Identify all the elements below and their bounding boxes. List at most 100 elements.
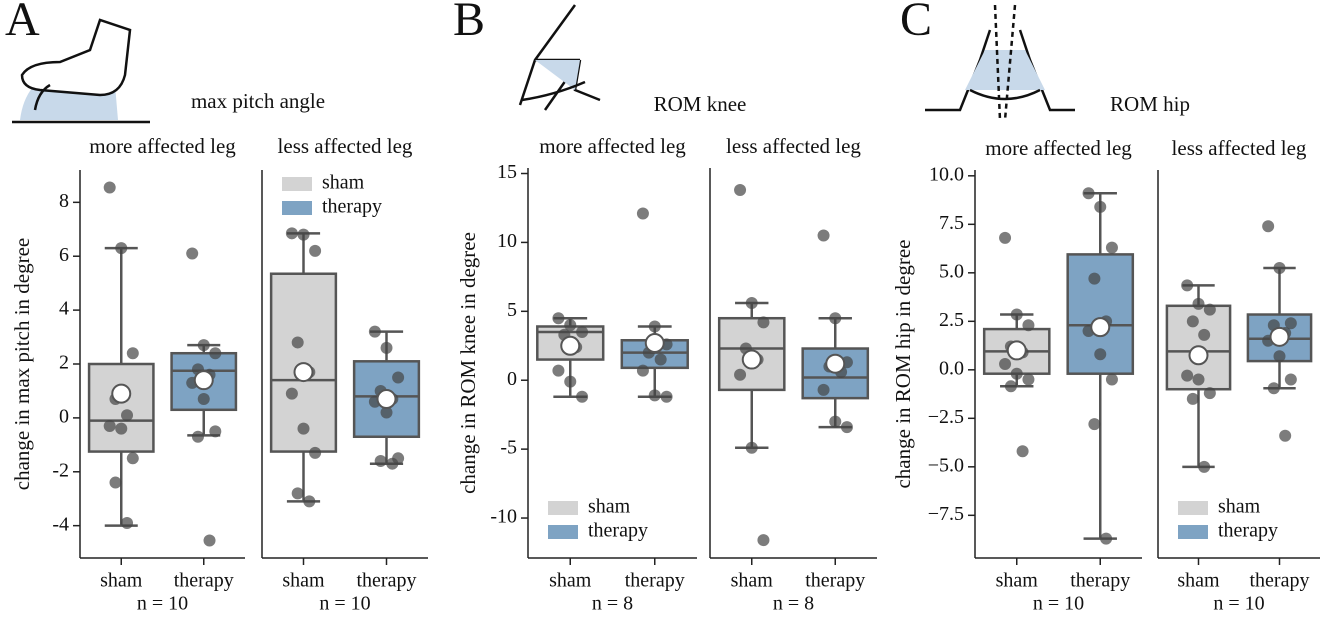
n-label: n = 10: [319, 593, 370, 615]
data-point: [648, 389, 661, 402]
data-point: [291, 487, 304, 500]
legend-label: sham: [1218, 496, 1261, 518]
data-point: [115, 242, 128, 255]
data-point: [757, 316, 770, 329]
data-point: [1100, 532, 1113, 545]
hip-arrow: [969, 88, 1041, 101]
data-point: [1105, 373, 1118, 386]
n-label: n = 8: [773, 593, 814, 615]
y-tick-label: 2: [59, 352, 69, 374]
x-tick-label: therapy: [1250, 570, 1310, 592]
data-point: [285, 227, 298, 240]
data-point: [209, 347, 222, 360]
data-point: [636, 207, 649, 220]
data-point: [654, 353, 667, 366]
data-point: [121, 409, 134, 422]
data-point: [197, 339, 210, 352]
data-point: [840, 421, 853, 434]
data-point: [1279, 429, 1292, 442]
mean-marker: [293, 362, 314, 383]
data-point: [817, 383, 830, 396]
data-point: [1010, 367, 1023, 380]
legend-swatch: [548, 501, 578, 515]
data-point: [1267, 382, 1280, 395]
data-point: [564, 375, 577, 388]
data-point: [126, 347, 139, 360]
data-point: [1186, 392, 1199, 405]
data-point: [1273, 350, 1286, 363]
n-label: n = 10: [1033, 593, 1084, 615]
data-point: [734, 368, 747, 381]
data-point: [1198, 328, 1211, 341]
data-point: [374, 455, 387, 467]
y-tick-label: 15: [497, 161, 517, 183]
data-point: [576, 325, 589, 338]
data-point: [121, 516, 134, 529]
data-point: [297, 422, 310, 435]
data-point: [1004, 380, 1017, 393]
data-point: [191, 430, 204, 443]
data-point: [817, 229, 830, 242]
y-tick-label: 0: [507, 368, 517, 390]
data-point: [636, 364, 649, 377]
data-point: [291, 336, 304, 349]
y-tick-label: 4: [59, 298, 69, 320]
x-tick-label: sham: [282, 570, 325, 592]
data-point: [309, 244, 322, 257]
shoe: [20, 18, 132, 97]
panel-title: ROM hip: [1110, 92, 1190, 116]
y-tick-label: -10: [490, 506, 517, 528]
subplot-title: less affected leg: [1172, 136, 1307, 160]
data-point: [829, 415, 842, 428]
mean-marker: [1188, 345, 1209, 366]
data-point: [126, 452, 139, 465]
mean-marker: [741, 349, 762, 370]
x-tick-label: therapy: [174, 570, 234, 592]
n-label: n = 10: [1213, 593, 1264, 615]
mean-marker: [193, 370, 214, 391]
mean-marker: [111, 383, 132, 404]
data-point: [829, 312, 842, 325]
y-tick-label: 6: [59, 244, 69, 266]
data-point: [1022, 319, 1035, 332]
data-point: [297, 228, 310, 241]
x-tick-label: therapy: [805, 570, 865, 592]
data-point: [552, 312, 565, 325]
panel-letter: C: [900, 0, 932, 46]
data-point: [392, 371, 405, 384]
data-point: [109, 476, 122, 489]
knee-wedge: [535, 60, 580, 90]
data-point: [1181, 369, 1194, 382]
y-tick-label: 5: [507, 299, 517, 321]
y-tick-label: −2.5: [928, 406, 964, 428]
data-point: [115, 422, 128, 435]
data-point: [209, 425, 222, 438]
data-point: [380, 406, 393, 419]
y-tick-label: −5.0: [928, 454, 964, 476]
y-tick-label: 0.0: [939, 357, 964, 379]
data-point: [1273, 261, 1286, 274]
subplot-title: more affected leg: [539, 134, 686, 158]
data-point: [1181, 279, 1194, 292]
data-point: [1022, 373, 1035, 386]
hip-dashes: [993, 4, 1017, 121]
legend-swatch: [1178, 525, 1208, 539]
data-point: [197, 393, 210, 406]
data-point: [734, 184, 747, 197]
n-label: n = 10: [137, 593, 188, 615]
y-tick-label: 0: [59, 405, 69, 427]
illustrations: [12, 4, 1075, 124]
box: [87, 362, 155, 453]
y-axis-label: change in ROM knee in degree: [456, 232, 480, 494]
data-point: [999, 231, 1012, 244]
data-point: [1088, 272, 1101, 285]
legend-swatch: [548, 525, 578, 539]
data-point: [1010, 308, 1023, 321]
hip-wedge: [965, 50, 1045, 90]
data-point: [1262, 220, 1275, 233]
data-point: [745, 441, 758, 454]
data-point: [1284, 373, 1297, 386]
data-point: [1203, 303, 1216, 316]
legend-swatch: [282, 177, 312, 191]
